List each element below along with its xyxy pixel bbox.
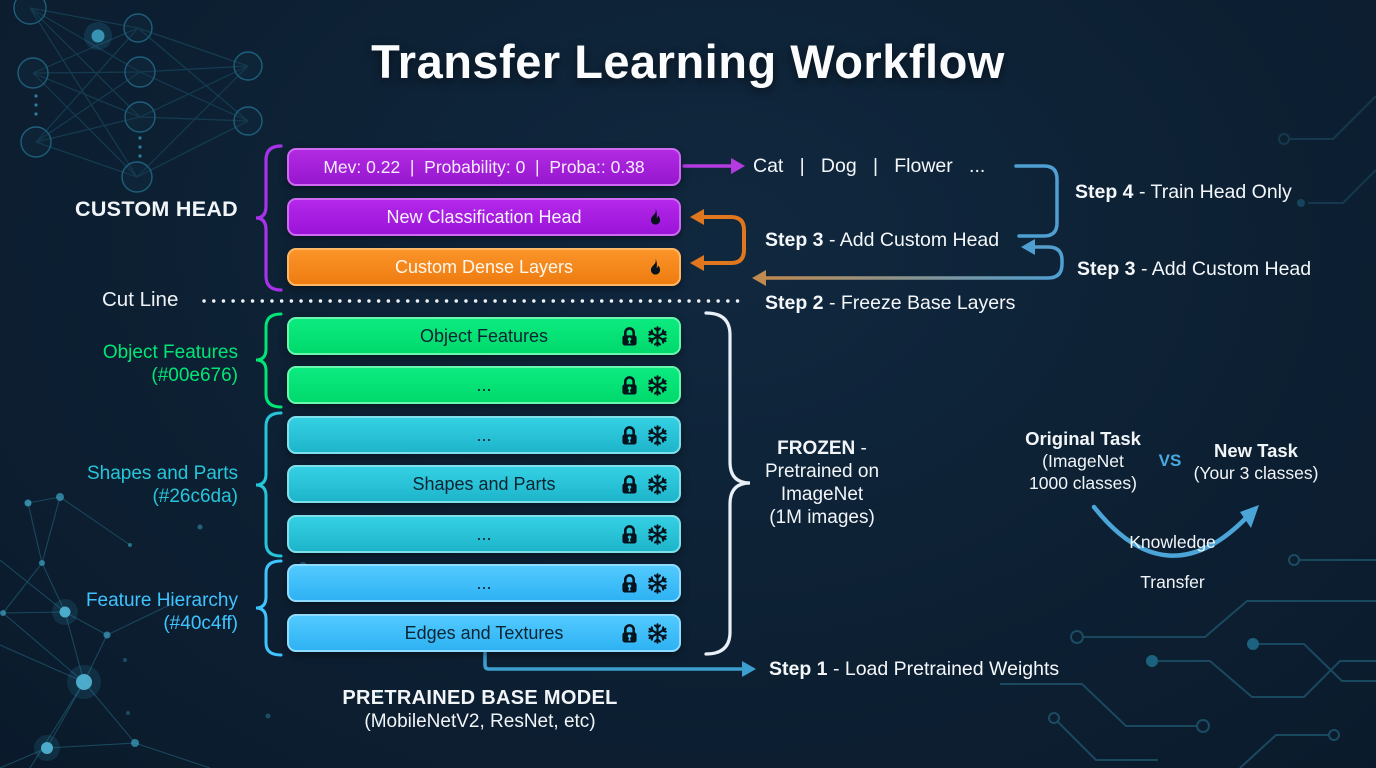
group-name: Object Features [102, 342, 238, 363]
snowflake-icon [646, 424, 669, 447]
group-hex: (#00e676) [151, 365, 238, 386]
layer-label: ... [476, 523, 492, 544]
neural-network-nodes [13, 0, 263, 193]
layer-label: Custom Dense Layers [394, 256, 574, 277]
step-1-label: Step 1 - Load Pretrained Weights [769, 658, 1060, 680]
vs-label: VS [1158, 451, 1182, 470]
frozen-layer-bar: ... [287, 515, 681, 553]
snowflake-icon [646, 572, 669, 595]
group-label-feature-hierarchy: Feature Hierarchy (#40c4ff) [48, 589, 238, 635]
snowflake-icon [646, 473, 669, 496]
lock-icon [619, 375, 640, 396]
frozen-note: FROZEN - Pretrained on ImageNet (1M imag… [764, 438, 880, 528]
lock-icon [619, 474, 640, 495]
custom-head-brace [255, 144, 283, 292]
frozen-layer-bar: Object Features [287, 317, 681, 355]
neural-network-dots [34, 94, 142, 158]
group-name: Feature Hierarchy [85, 590, 238, 611]
lock-icon [619, 425, 640, 446]
circuit-traces-topright [1278, 95, 1376, 207]
frozen-layer-bar: Edges and Textures [287, 614, 681, 652]
cut-line-label: Cut Line [102, 288, 179, 311]
frozen-layer-bar: ... [287, 564, 681, 602]
frozen-layer-bar: ... [287, 416, 681, 454]
layer-bar-new-classification-head: New Classification Head [287, 198, 681, 236]
step1-arrow-line [483, 650, 745, 671]
snowflake-icon [646, 325, 669, 348]
group-hex: (#40c4ff) [163, 613, 238, 634]
group-label-object-features: Object Features (#00e676) [48, 341, 238, 387]
lock-icon [619, 573, 640, 594]
output-scores-bar: Mev: 0.22 | Probability: 0 | Proba:: 0.3… [287, 148, 681, 186]
snowflake-icon [646, 523, 669, 546]
feature-hierarchy-brace [255, 559, 283, 657]
lock-icon [619, 623, 640, 644]
snowflake-icon [646, 374, 669, 397]
layer-label: Edges and Textures [404, 622, 564, 643]
shapes-parts-brace [255, 411, 283, 558]
layer-label: ... [476, 572, 492, 593]
frozen-layer-bar: ... [287, 366, 681, 404]
object-features-brace [255, 312, 283, 409]
output-classes-label: Cat | Dog | Flower ... [753, 155, 986, 177]
snowflake-icon [646, 622, 669, 645]
layer-label: ... [476, 374, 492, 395]
group-label-shapes-parts: Shapes and Parts (#26c6da) [48, 462, 238, 508]
layer-label: ... [476, 424, 492, 445]
layer-label: Object Features [419, 325, 549, 346]
lock-icon [619, 326, 640, 347]
step-3-right-label: Step 3 - Add Custom Head [1077, 258, 1312, 280]
layer-label: New Classification Head [386, 206, 582, 227]
layer-bar-custom-dense-layers: Custom Dense Layers [287, 248, 681, 286]
frozen-layer-bar: Shapes and Parts [287, 465, 681, 503]
group-name: Shapes and Parts [86, 463, 238, 484]
flame-icon [645, 250, 666, 284]
custom-head-label: CUSTOM HEAD [75, 197, 238, 221]
output-scores-text: Mev: 0.22 | Probability: 0 | Proba:: 0.3… [323, 156, 645, 177]
knowledge-label: Knowledge [1129, 532, 1216, 552]
step-4-label: Step 4 - Train Head Only [1075, 181, 1292, 203]
base-model-label: PRETRAINED BASE MODEL (MobileNetV2, ResN… [342, 687, 618, 732]
step-2-label: Step 2 - Freeze Base Layers [765, 292, 1016, 314]
layer-label: Shapes and Parts [412, 473, 556, 494]
group-hex: (#26c6da) [152, 486, 238, 507]
flame-icon [645, 200, 666, 234]
page-title: Transfer Learning Workflow [371, 35, 1005, 88]
original-task-label: Original Task (ImageNet 1000 classes) [1025, 428, 1141, 493]
transfer-label: Transfer [1140, 572, 1205, 592]
step-3-left-label: Step 3 - Add Custom Head [765, 229, 1000, 251]
step3-orange-bracket [698, 215, 746, 265]
step4-bracket [1014, 164, 1059, 238]
lock-icon [619, 524, 640, 545]
new-task-label: New Task (Your 3 classes) [1193, 440, 1319, 483]
